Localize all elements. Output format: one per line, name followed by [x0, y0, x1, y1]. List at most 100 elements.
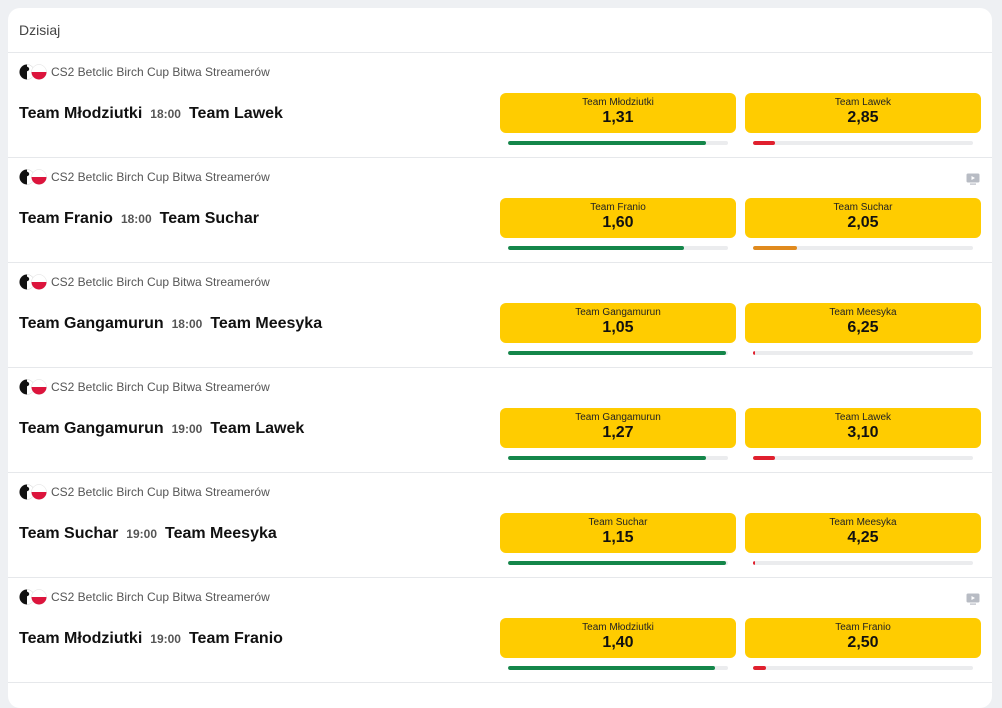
- stream-icon[interactable]: [966, 173, 980, 185]
- stream-icon[interactable]: [966, 593, 980, 605]
- share-track: [753, 351, 973, 355]
- share-track: [508, 456, 728, 460]
- odds-button[interactable]: Team Meesyka 4,25: [745, 513, 981, 553]
- share-track: [753, 456, 973, 460]
- odds-label: Team Franio: [835, 622, 891, 633]
- stream[interactable]: [966, 172, 980, 190]
- league-name: CS2 Betclic Birch Cup Bitwa Streamerów: [51, 275, 270, 289]
- matches-card: Dzisiaj CS2 Betclic Birch Cup Bitwa Stre…: [8, 8, 992, 708]
- section-title: Dzisiaj: [8, 8, 992, 53]
- match-row: CS2 Betclic Birch Cup Bitwa Streamerów Te…: [8, 263, 992, 368]
- odds-button[interactable]: Team Suchar 2,05: [745, 198, 981, 238]
- odds-button[interactable]: Team Lawek 2,85: [745, 93, 981, 133]
- odds-button[interactable]: Team Młodziutki 1,31: [500, 93, 736, 133]
- home-team: Team Gangamurun: [19, 420, 164, 437]
- match-time: 19:00: [150, 632, 181, 646]
- away-team: Team Franio: [188, 630, 283, 647]
- match-time: 19:00: [126, 527, 157, 541]
- share-bar: [508, 246, 684, 250]
- flag-icon: [19, 169, 47, 185]
- share-bar: [753, 351, 756, 355]
- flag-icon: [19, 484, 47, 500]
- odds-label: Team Franio: [590, 202, 646, 213]
- away-team: Team Lawek: [188, 105, 283, 122]
- league: CS2 Betclic Birch Cup Bitwa Streamerów: [19, 168, 270, 186]
- home-team: Team Młodziutki: [19, 630, 143, 647]
- teams: Team Franio 18:00 Team Suchar: [19, 210, 259, 228]
- odds-price: 2,05: [847, 214, 879, 231]
- odds-button[interactable]: Team Franio 1,60: [500, 198, 736, 238]
- odds-label: Team Gangamurun: [575, 412, 661, 423]
- share-track: [753, 141, 973, 145]
- teams: Team Młodziutki 19:00 Team Franio: [19, 630, 283, 648]
- odds-label: Team Młodziutki: [582, 622, 654, 633]
- share-bar: [508, 561, 726, 565]
- odds-price: 1,27: [602, 424, 634, 441]
- teams: Team Gangamurun 18:00 Team Meesyka: [19, 315, 322, 333]
- odds-label: Team Meesyka: [829, 307, 897, 318]
- match-row: CS2 Betclic Birch Cup Bitwa Streamerów Te…: [8, 578, 992, 683]
- league-name: CS2 Betclic Birch Cup Bitwa Streamerów: [51, 590, 270, 604]
- league: CS2 Betclic Birch Cup Bitwa Streamerów: [19, 63, 270, 81]
- home-team: Team Gangamurun: [19, 315, 164, 332]
- odds-button[interactable]: Team Franio 2,50: [745, 618, 981, 658]
- odds-button[interactable]: Team Lawek 3,10: [745, 408, 981, 448]
- league: CS2 Betclic Birch Cup Bitwa Streamerów: [19, 483, 270, 501]
- share-track: [508, 351, 728, 355]
- share-track: [508, 561, 728, 565]
- home-team: Team Młodziutki: [19, 105, 143, 122]
- league-name: CS2 Betclic Birch Cup Bitwa Streamerów: [51, 485, 270, 499]
- share-bar: [508, 141, 706, 145]
- match-time: 18:00: [120, 212, 152, 226]
- odds-price: 1,15: [602, 529, 634, 546]
- odds-button[interactable]: Team Meesyka 6,25: [745, 303, 981, 343]
- league: CS2 Betclic Birch Cup Bitwa Streamerów: [19, 378, 270, 396]
- league: CS2 Betclic Birch Cup Bitwa Streamerów: [19, 588, 270, 606]
- odds-price: 4,25: [847, 529, 879, 546]
- share-bar: [753, 456, 775, 460]
- match-row: CS2 Betclic Birch Cup Bitwa Streamerów Te…: [8, 53, 992, 158]
- league-name: CS2 Betclic Birch Cup Bitwa Streamerów: [51, 380, 270, 394]
- odds-price: 6,25: [847, 319, 879, 336]
- teams: Team Suchar 19:00 Team Meesyka: [19, 525, 277, 543]
- odds-button[interactable]: Team Gangamurun 1,05: [500, 303, 736, 343]
- match-time: 19:00: [171, 422, 203, 436]
- share-track: [508, 141, 728, 145]
- odds-price: 2,50: [847, 634, 879, 651]
- share-track: [753, 246, 973, 250]
- odds-price: 1,05: [602, 319, 634, 336]
- odds-price: 1,40: [602, 634, 634, 651]
- match-row: CS2 Betclic Birch Cup Bitwa Streamerów Te…: [8, 368, 992, 473]
- share-bar: [508, 666, 715, 670]
- flag-icon: [19, 274, 47, 290]
- odds-button[interactable]: Team Suchar 1,15: [500, 513, 736, 553]
- odds-button[interactable]: Team Gangamurun 1,27: [500, 408, 736, 448]
- page: Dzisiaj CS2 Betclic Birch Cup Bitwa Stre…: [8, 8, 992, 708]
- share-bar: [753, 141, 775, 145]
- away-team: Team Suchar: [159, 210, 259, 227]
- league: CS2 Betclic Birch Cup Bitwa Streamerów: [19, 273, 270, 291]
- teams: Team Gangamurun 19:00 Team Lawek: [19, 420, 304, 438]
- match-time: 18:00: [171, 317, 203, 331]
- odds-price: 1,31: [602, 109, 634, 126]
- odds-label: Team Lawek: [834, 412, 892, 423]
- share-bar: [753, 666, 767, 670]
- share-bar: [508, 456, 706, 460]
- odds-label: Team Suchar: [833, 202, 893, 213]
- odds-label: Team Gangamurun: [575, 307, 661, 318]
- odds-button[interactable]: Team Młodziutki 1,40: [500, 618, 736, 658]
- share-bar: [508, 351, 726, 355]
- flag-icon: [19, 64, 47, 80]
- teams: Team Młodziutki 18:00 Team Lawek: [19, 105, 283, 123]
- share-track: [753, 561, 973, 565]
- share-track: [508, 666, 728, 670]
- odds-price: 1,60: [602, 214, 634, 231]
- away-team: Team Meesyka: [165, 525, 277, 542]
- odds-label: Team Lawek: [834, 97, 892, 108]
- stream[interactable]: [966, 592, 980, 610]
- league-name: CS2 Betclic Birch Cup Bitwa Streamerów: [51, 65, 270, 79]
- away-team: Team Lawek: [210, 420, 305, 437]
- share-bar: [753, 561, 756, 565]
- flag-icon: [19, 379, 47, 395]
- odds-price: 3,10: [847, 424, 879, 441]
